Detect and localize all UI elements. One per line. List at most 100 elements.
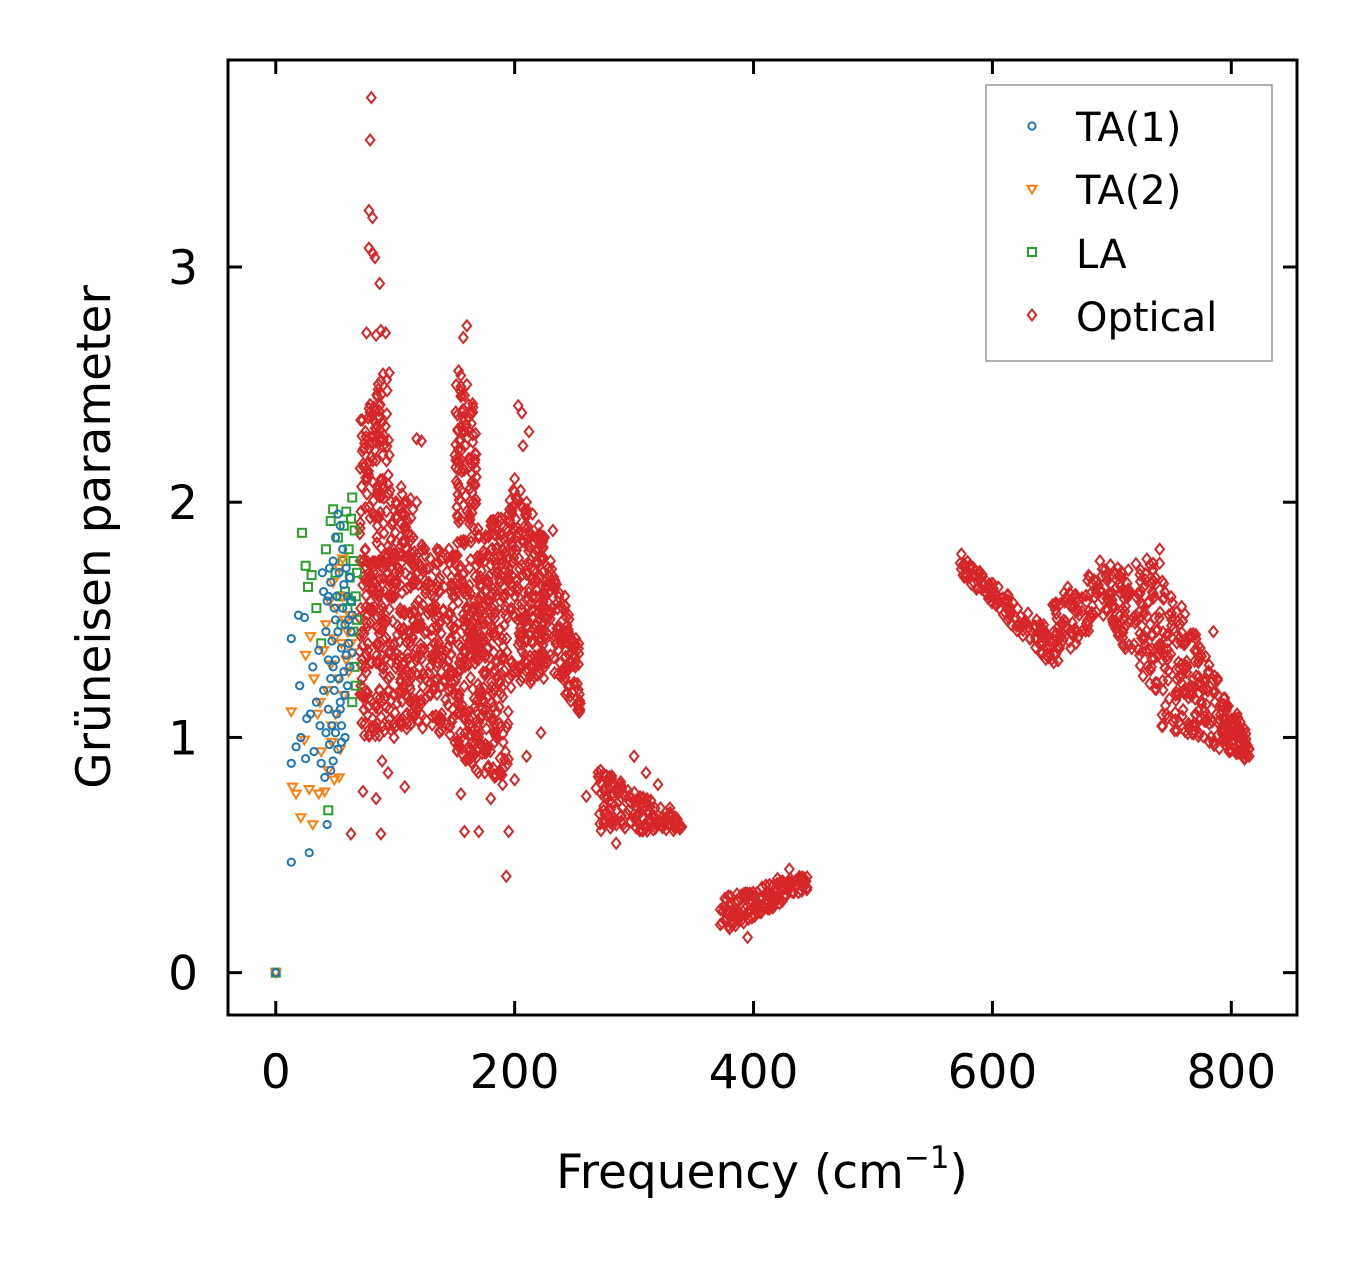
optical-point [503, 824, 515, 839]
optical-point [457, 330, 469, 345]
la-point [325, 516, 336, 527]
optical-point [385, 494, 397, 509]
optical-point [365, 655, 377, 670]
ta1-point [330, 728, 341, 738]
optical-point [548, 628, 560, 643]
ta1-point [347, 648, 357, 658]
optical-point [1209, 684, 1221, 699]
optical-point [1072, 603, 1084, 618]
optical-point [371, 721, 383, 736]
optical-point [355, 479, 368, 494]
optical-point [526, 590, 538, 605]
ta1-point [345, 662, 355, 672]
optical-point [544, 611, 556, 626]
optical-point [467, 495, 479, 510]
ta1-point [286, 758, 296, 768]
optical-point [516, 629, 528, 644]
optical-point [747, 906, 760, 921]
ta1-point [323, 704, 333, 714]
optical-point [771, 871, 784, 886]
optical-point [1148, 574, 1160, 589]
optical-point [605, 815, 617, 830]
optical-point [495, 511, 507, 526]
optical-point [387, 547, 399, 562]
optical-point [718, 899, 730, 914]
optical-point [509, 772, 521, 787]
legend-box [985, 84, 1273, 362]
optical-point [1040, 648, 1052, 663]
optical-point [359, 500, 371, 515]
optical-point [376, 622, 388, 637]
y-tick-label: 1 [168, 711, 198, 766]
optical-point [610, 782, 623, 797]
optical-point [1193, 686, 1205, 701]
ta1-point [333, 744, 343, 754]
optical-point [457, 607, 469, 622]
optical-point [1122, 582, 1134, 597]
optical-point [521, 502, 533, 517]
ta1-point [346, 626, 356, 637]
optical-point [795, 871, 807, 886]
optical-point [497, 689, 509, 704]
ta2-point [317, 646, 330, 657]
optical-point [366, 210, 379, 225]
optical-point [1237, 739, 1249, 754]
optical-point [539, 628, 551, 643]
optical-point [420, 577, 432, 592]
la-point [346, 513, 357, 524]
ta1-point [311, 697, 321, 707]
optical-point [473, 530, 485, 545]
optical-point [394, 649, 406, 664]
ta1-point [296, 732, 306, 743]
optical-point [603, 809, 615, 824]
ta1-point [341, 563, 351, 573]
optical-point [798, 875, 810, 890]
optical-point [1084, 586, 1096, 601]
optical-point [1022, 606, 1034, 621]
ta1-point [332, 591, 342, 601]
optical-point [664, 801, 676, 816]
optical-point [355, 686, 368, 701]
optical-point [374, 583, 386, 598]
optical-point [547, 523, 559, 538]
optical-point [1185, 683, 1198, 698]
optical-point [371, 535, 383, 550]
optical-point [628, 749, 640, 764]
optical-point [450, 404, 462, 419]
optical-point [526, 636, 539, 651]
optical-point [452, 510, 464, 525]
ta1-point [339, 666, 349, 677]
optical-point [1154, 605, 1166, 620]
optical-point [360, 588, 372, 603]
optical-point [513, 626, 525, 641]
optical-point [394, 675, 407, 690]
optical-point [1207, 624, 1219, 639]
optical-point [497, 542, 509, 557]
optical-point [426, 717, 438, 732]
optical-point [505, 680, 517, 695]
optical-point [1157, 682, 1169, 697]
la-point [320, 544, 331, 555]
optical-point [521, 495, 533, 510]
x-axis-title: Frequency (cm−1) [556, 1140, 968, 1200]
optical-point [1234, 722, 1246, 737]
optical-point [479, 554, 491, 569]
optical-point [459, 424, 471, 439]
optical-point [371, 518, 383, 533]
ta2-point [339, 655, 353, 667]
optical-point [466, 709, 478, 724]
ta1-point [334, 674, 344, 684]
optical-point [458, 824, 471, 839]
optical-point [1159, 698, 1172, 713]
optical-point [1171, 723, 1183, 738]
optical-point [381, 406, 393, 421]
optical-point [377, 570, 390, 585]
ta2-point [299, 650, 312, 662]
optical-point [1208, 669, 1221, 684]
optical-point [359, 600, 372, 615]
ta1-point [322, 596, 332, 606]
optical-point [1118, 609, 1130, 624]
optical-point [364, 568, 376, 583]
optical-point [557, 633, 569, 648]
optical-point [359, 542, 371, 557]
